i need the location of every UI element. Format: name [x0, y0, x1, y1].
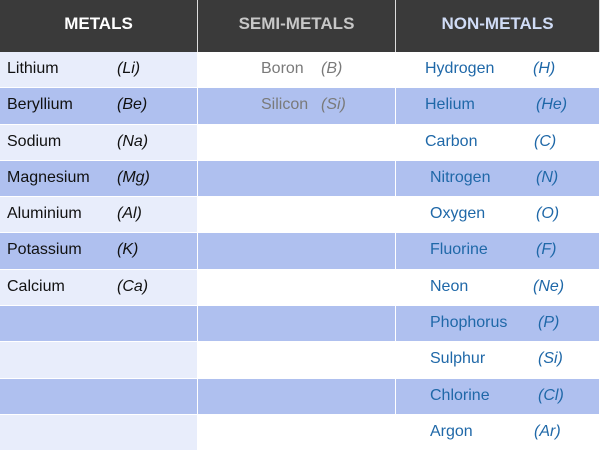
metal-element-symbol: (Na) — [117, 132, 149, 150]
metal-cell: Aluminium (Al) — [0, 197, 198, 234]
non-metal-element-name: Carbon — [425, 132, 478, 150]
non-metal-cell: Oxygen (O) — [396, 197, 600, 234]
metal-element-symbol: (Mg) — [117, 168, 150, 186]
non-metal-element-symbol: (O) — [536, 205, 560, 223]
metal-cell — [0, 414, 198, 451]
semi-metal-cell — [198, 197, 396, 234]
non-metal-element-symbol: (Si) — [538, 350, 563, 368]
non-metal-element-symbol: (Ne) — [533, 277, 565, 295]
metal-element-name: Magnesium — [7, 168, 90, 186]
metal-cell — [0, 342, 198, 379]
non-metal-element-symbol: (C) — [534, 132, 557, 150]
non-metal-cell: Argon (Ar) — [396, 414, 600, 451]
semi-metal-cell — [198, 233, 396, 270]
non-metal-cell: Fluorine (F) — [396, 233, 600, 270]
semi-metal-cell — [198, 160, 396, 198]
semi-metal-element-name: Silicon — [261, 96, 309, 114]
header-non-metals: NON-METALS — [396, 0, 600, 52]
semi-metal-cell: Silicon (Si) — [198, 88, 396, 125]
semi-metal-element-symbol: (B) — [321, 60, 343, 77]
non-metal-element-name: Phophorus — [430, 314, 508, 332]
metal-element-name: Beryllium — [7, 96, 73, 114]
metal-cell: Lithium (Li) — [0, 52, 198, 89]
non-metal-element-symbol: (N) — [536, 168, 559, 186]
metal-cell: Sodium (Na) — [0, 124, 198, 161]
non-metal-element-name: Chlorine — [430, 386, 490, 404]
non-metal-element-symbol: (F) — [536, 241, 557, 259]
metal-element-name: Sodium — [7, 132, 62, 150]
metal-cell — [0, 306, 198, 343]
metal-element-name: Aluminium — [7, 205, 82, 223]
semi-metal-cell — [198, 414, 396, 451]
non-metal-element-name: Argon — [430, 422, 473, 440]
non-metal-element-symbol: (H) — [533, 60, 556, 77]
metal-element-symbol: (Al) — [117, 205, 142, 223]
non-metal-element-name: Fluorine — [430, 241, 488, 259]
non-metal-element-symbol: (Ar) — [534, 422, 561, 440]
metal-element-symbol: (Li) — [117, 60, 141, 77]
non-metal-cell: Sulphur (Si) — [396, 342, 600, 379]
metal-element-symbol: (Ca) — [117, 277, 149, 295]
non-metal-element-symbol: (P) — [538, 314, 560, 332]
metal-element-symbol: (Be) — [117, 96, 148, 114]
semi-metal-element-symbol: (Si) — [321, 96, 346, 114]
metal-cell: Beryllium (Be) — [0, 88, 198, 125]
metal-element-name: Lithium — [7, 60, 59, 77]
semi-metal-cell — [198, 342, 396, 379]
header-semi-metals: SEMI-METALS — [198, 0, 396, 52]
non-metal-element-name: Sulphur — [430, 350, 486, 368]
non-metal-cell: Hydrogen (H) — [396, 52, 600, 89]
semi-metal-cell — [198, 306, 396, 343]
metal-cell: Magnesium (Mg) — [0, 160, 198, 198]
non-metal-cell: Nitrogen (N) — [396, 160, 600, 198]
non-metal-element-name: Helium — [425, 96, 475, 114]
metal-cell — [0, 378, 198, 415]
metal-element-name: Calcium — [7, 277, 65, 295]
non-metal-element-symbol: (Cl) — [538, 386, 564, 404]
non-metal-element-name: Oxygen — [430, 205, 486, 223]
non-metal-element-name: Hydrogen — [425, 60, 495, 77]
metal-cell: Potassium (K) — [0, 233, 198, 270]
non-metal-cell: Helium (He) — [396, 88, 600, 125]
semi-metal-element-name: Boron — [261, 60, 304, 77]
metal-cell: Calcium (Ca) — [0, 269, 198, 307]
non-metal-element-name: Neon — [430, 277, 469, 295]
non-metal-element-name: Nitrogen — [430, 168, 491, 186]
semi-metal-cell: Boron (B) — [198, 52, 396, 89]
non-metal-cell: Phophorus (P) — [396, 306, 600, 343]
header-metals: METALS — [0, 0, 198, 52]
semi-metal-cell — [198, 124, 396, 161]
non-metal-element-symbol: (He) — [536, 96, 568, 114]
semi-metal-cell — [198, 269, 396, 307]
non-metal-cell: Chlorine (Cl) — [396, 378, 600, 415]
metal-element-symbol: (K) — [117, 241, 139, 259]
metal-element-name: Potassium — [7, 241, 82, 259]
semi-metal-cell — [198, 378, 396, 415]
non-metal-cell: Neon (Ne) — [396, 269, 600, 307]
non-metal-cell: Carbon (C) — [396, 124, 600, 161]
